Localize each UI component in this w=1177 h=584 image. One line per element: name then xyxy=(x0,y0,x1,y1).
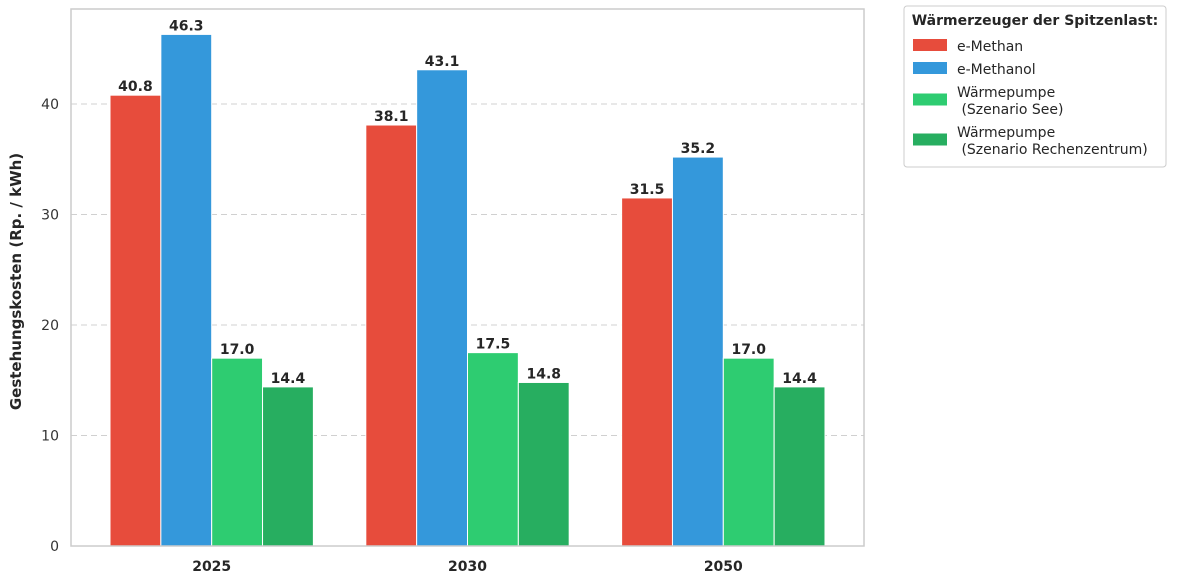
bar xyxy=(416,69,469,547)
legend-entry: Wärmepumpe (Szenario See) xyxy=(913,85,1063,118)
y-tick-label: 10 xyxy=(41,429,59,445)
data-label: 40.8 xyxy=(118,79,153,95)
bar xyxy=(671,156,724,547)
legend-swatch xyxy=(913,62,947,74)
legend-entry: e-Methanol xyxy=(913,62,1036,78)
legend-title: Wärmerzeuger der Spitzenlast: xyxy=(912,13,1159,29)
y-tick-label: 20 xyxy=(41,318,59,334)
y-tick-label: 40 xyxy=(41,97,59,113)
y-axis-ticks: 0 10 20 30 40 xyxy=(41,97,59,555)
x-axis-ticks: 2025 2030 2050 xyxy=(192,559,743,575)
bar xyxy=(109,94,162,547)
data-label: 35.2 xyxy=(681,141,716,157)
data-label: 43.1 xyxy=(425,54,460,70)
bar xyxy=(365,124,418,547)
bar xyxy=(467,352,519,547)
legend: Wärmerzeuger der Spitzenlast: e-Methan e-… xyxy=(903,5,1167,168)
y-tick-label: 0 xyxy=(50,539,59,555)
x-tick-label: 2025 xyxy=(192,559,231,575)
data-label: 14.8 xyxy=(526,366,561,382)
data-label: 38.1 xyxy=(374,109,409,125)
bar xyxy=(621,197,673,547)
bar xyxy=(262,386,314,547)
legend-label: e-Methanol xyxy=(957,62,1036,78)
bar xyxy=(211,357,264,547)
bar xyxy=(517,381,570,547)
legend-label: Wärmepumpe (Szenario See) xyxy=(957,85,1063,118)
y-axis-label: Gestehungskosten (Rp. / kWh) xyxy=(7,153,25,410)
bar xyxy=(773,386,826,547)
bar xyxy=(160,33,213,547)
data-label: 31.5 xyxy=(630,182,665,198)
legend-entry: Wärmepumpe (Szenario Rechenzentrum) xyxy=(913,125,1148,158)
data-label: 14.4 xyxy=(782,371,817,387)
y-tick-label: 30 xyxy=(41,208,59,224)
plot-frame xyxy=(70,8,865,547)
legend-label: e-Methan xyxy=(957,39,1023,55)
data-label: 17.0 xyxy=(731,342,766,358)
data-label: 46.3 xyxy=(169,18,204,34)
x-tick-label: 2030 xyxy=(448,559,487,575)
legend-swatch xyxy=(913,133,947,146)
legend-swatch xyxy=(913,39,947,51)
bar xyxy=(722,357,775,547)
data-label: 17.5 xyxy=(476,337,511,353)
bars: 40.8 46.3 17.0 14.4 38.1 43.1 17.5 14.8 31.5 35.2… xyxy=(109,18,826,547)
x-tick-label: 2050 xyxy=(704,559,743,575)
data-label: 17.0 xyxy=(220,342,255,358)
legend-entry: e-Methan xyxy=(913,39,1023,55)
legend-label: Wärmepumpe (Szenario Rechenzentrum) xyxy=(957,125,1148,158)
data-label: 14.4 xyxy=(271,371,306,387)
legend-swatch xyxy=(913,93,947,106)
